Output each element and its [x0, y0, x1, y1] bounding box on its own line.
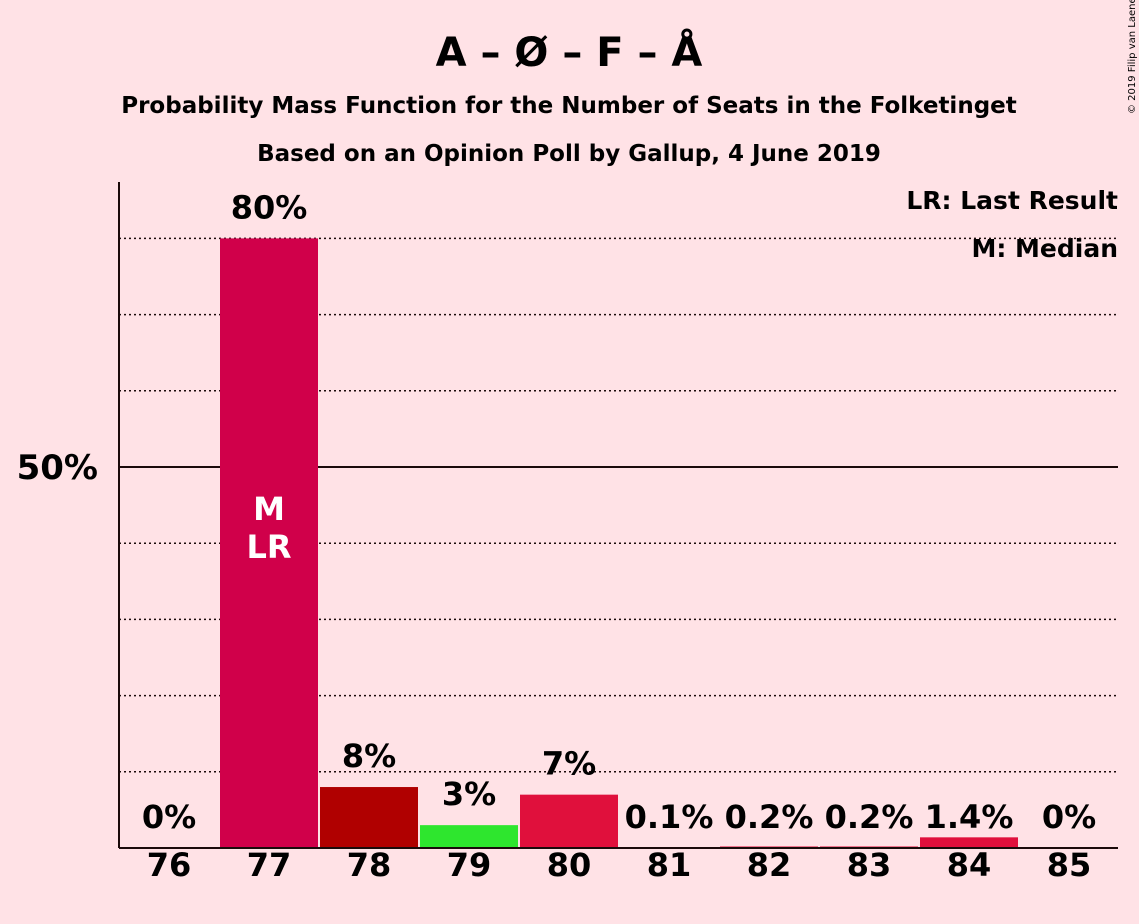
last-result-marker: LR: [246, 528, 291, 566]
x-tick-label: 81: [647, 846, 692, 884]
x-tick-label: 82: [747, 846, 792, 884]
value-label: 8%: [342, 737, 396, 775]
value-label: 0.2%: [825, 798, 914, 836]
bar: [320, 787, 418, 848]
x-tick-label: 84: [947, 846, 992, 884]
value-label: 3%: [442, 775, 496, 813]
copyright-note: © 2019 Filip van Laenen: [1127, 0, 1138, 114]
x-tick-label: 78: [347, 846, 392, 884]
value-label: 0.1%: [625, 798, 714, 836]
value-label: 0%: [1042, 798, 1096, 836]
x-tick-label: 76: [147, 846, 192, 884]
chart-subtitle-source: Based on an Opinion Poll by Gallup, 4 Ju…: [257, 141, 881, 167]
bar: [520, 794, 618, 848]
x-tick-label: 79: [447, 846, 492, 884]
y-tick-label: 50%: [17, 448, 98, 488]
value-label: 1.4%: [925, 798, 1014, 836]
legend-last-result: LR: Last Result: [906, 186, 1118, 215]
median-marker: M: [253, 490, 285, 528]
value-label: 0.2%: [725, 798, 814, 836]
x-tick-label: 83: [847, 846, 892, 884]
bar: [420, 825, 518, 848]
chart-subtitle: Probability Mass Function for the Number…: [121, 93, 1017, 119]
value-label: 80%: [231, 188, 308, 226]
x-tick-label: 85: [1047, 846, 1092, 884]
x-tick-label: 77: [247, 846, 292, 884]
x-tick-label: 80: [547, 846, 592, 884]
plot-area: 50% 0% 76 80% 77 MLR 8% 78 3% 79 7% 80 0.1% 81 0.2% 82 0…: [17, 182, 1118, 884]
chart-title: A – Ø – F – Å: [436, 27, 703, 76]
value-label: 0%: [142, 798, 196, 836]
value-label: 7%: [542, 745, 596, 783]
bar: [220, 238, 318, 848]
bar: [920, 837, 1018, 848]
